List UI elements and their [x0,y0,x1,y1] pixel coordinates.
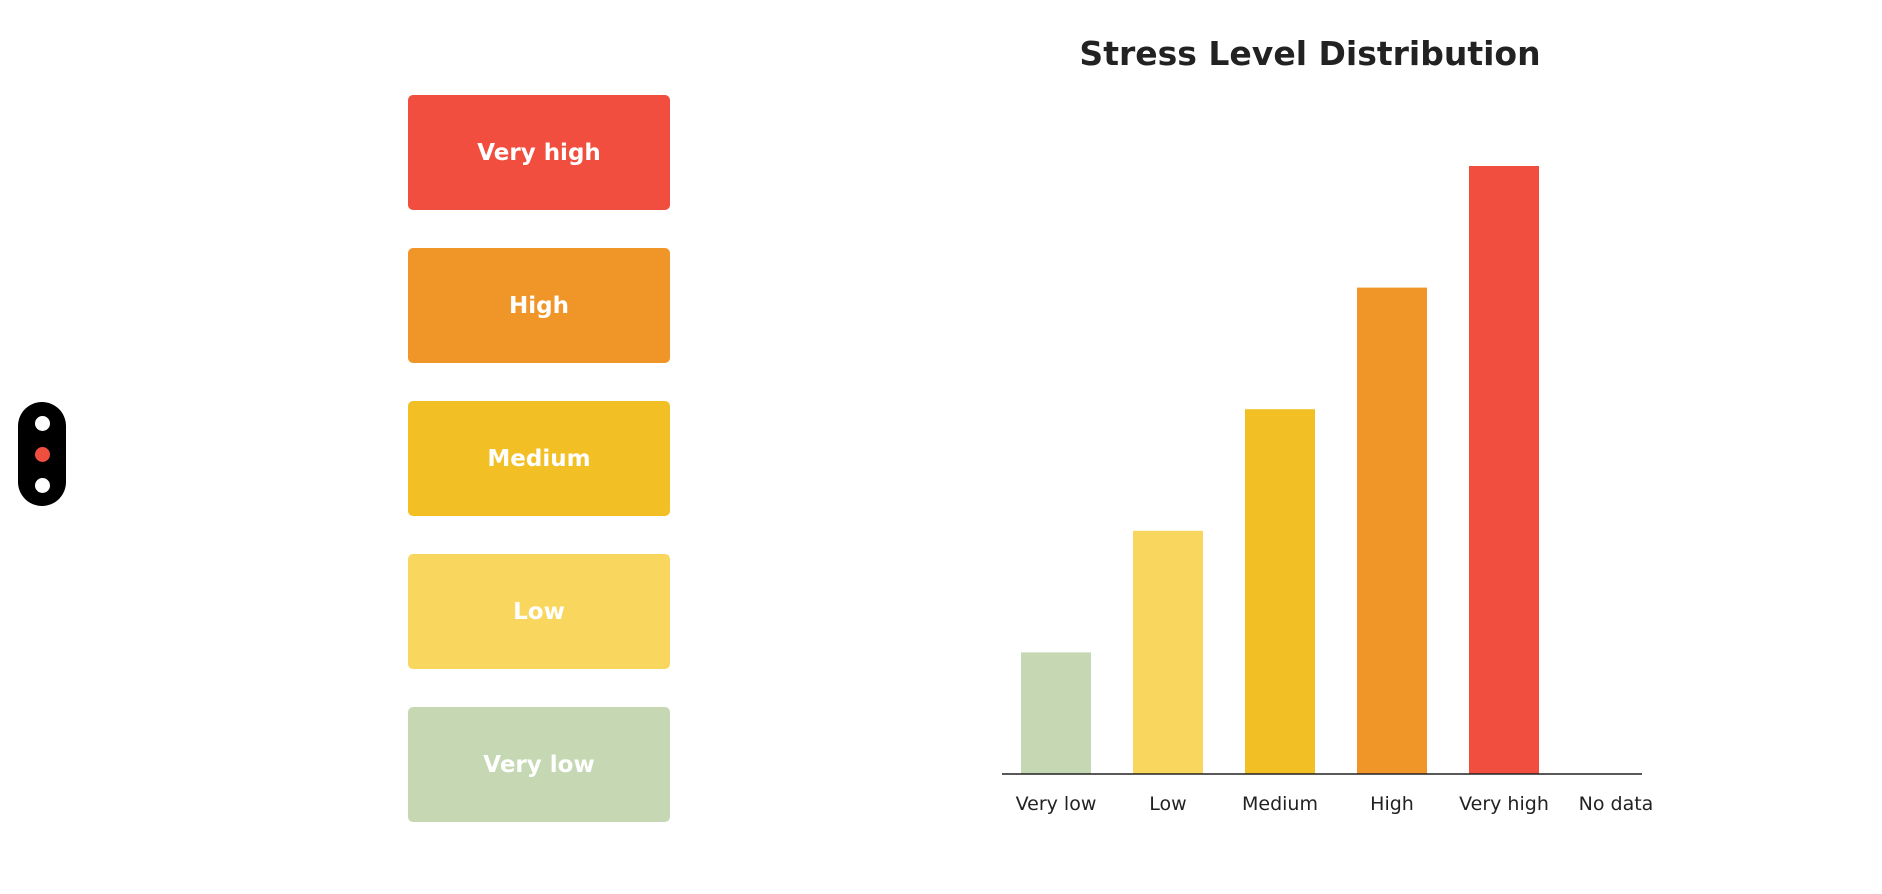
bar-low[interactable] [1133,530,1203,774]
bar-medium[interactable] [1245,409,1315,774]
pager-dot-2[interactable] [35,447,50,462]
chart-title: Stress Level Distribution [1079,34,1541,73]
bar-very-high[interactable] [1469,166,1539,774]
x-tick-label: Very low [1016,793,1097,815]
level-button-low[interactable]: Low [408,554,670,669]
x-tick-label: Medium [1242,793,1318,815]
x-tick-labels: Very low Low Medium High Very high No data [1016,793,1654,815]
pager-dot-3[interactable] [35,478,50,493]
level-button-medium[interactable]: Medium [408,401,670,516]
level-button-very-low[interactable]: Very low [408,707,670,822]
x-tick-label: Low [1149,793,1186,815]
x-tick-label: High [1370,793,1414,815]
pager-dot-1[interactable] [35,416,50,431]
bar-high[interactable] [1357,287,1427,774]
x-tick-label: Very high [1459,793,1549,815]
slide-pager [18,402,66,506]
x-tick-label: No data [1579,793,1654,815]
bar-group [1021,166,1539,774]
stress-level-list: Very high High Medium Low Very low [408,95,670,822]
level-button-very-high[interactable]: Very high [408,95,670,210]
level-button-high[interactable]: High [408,248,670,363]
bar-very-low[interactable] [1021,652,1091,774]
stress-bar-chart: Very low Low Medium High Very high No data [1002,166,1654,815]
